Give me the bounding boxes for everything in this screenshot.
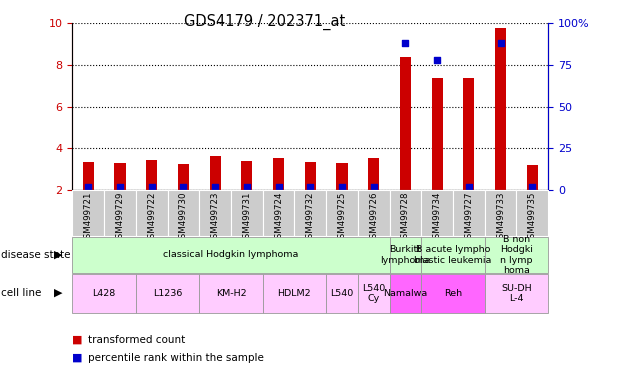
Text: B acute lympho
blastic leukemia: B acute lympho blastic leukemia (415, 245, 491, 265)
Bar (168, 190, 199, 236)
Text: L540
Cy: L540 Cy (362, 284, 386, 303)
Text: GSM499727: GSM499727 (464, 192, 473, 244)
Point (242, 184, 252, 190)
Text: GSM499735: GSM499735 (528, 192, 537, 244)
Bar (305, 162, 316, 190)
Bar (210, 156, 220, 190)
Text: L540: L540 (330, 289, 353, 298)
Text: GSM499722: GSM499722 (147, 192, 156, 244)
Bar (484, 274, 548, 313)
Text: KM-H2: KM-H2 (215, 289, 246, 298)
Text: cell line: cell line (1, 288, 42, 298)
Bar (389, 190, 421, 236)
Bar (421, 274, 484, 313)
Bar (104, 190, 136, 236)
Bar (453, 190, 484, 236)
Bar (358, 190, 389, 236)
Bar (432, 78, 443, 190)
Text: SU-DH
L-4: SU-DH L-4 (501, 284, 532, 303)
Bar (389, 274, 421, 313)
Point (527, 184, 537, 190)
Bar (326, 190, 358, 236)
Point (273, 184, 284, 190)
Point (464, 184, 474, 190)
Bar (326, 274, 358, 313)
Bar (231, 190, 263, 236)
Bar (83, 162, 94, 190)
Point (210, 184, 220, 190)
Text: transformed count: transformed count (88, 335, 185, 345)
Point (147, 184, 157, 190)
Bar (199, 274, 263, 313)
Text: L1236: L1236 (153, 289, 182, 298)
Text: ■: ■ (72, 353, 83, 363)
Point (495, 40, 505, 46)
Bar (517, 190, 548, 236)
Bar (495, 28, 506, 190)
Text: L428: L428 (93, 289, 116, 298)
Bar (136, 190, 168, 236)
Text: B non
Hodgki
n lymp
homa: B non Hodgki n lymp homa (500, 235, 533, 275)
Text: disease state: disease state (1, 250, 71, 260)
Bar (421, 237, 484, 273)
Point (369, 184, 379, 190)
Bar (72, 274, 136, 313)
Bar (463, 78, 474, 190)
Text: GSM499730: GSM499730 (179, 192, 188, 244)
Text: GSM499733: GSM499733 (496, 192, 505, 244)
Point (115, 184, 125, 190)
Point (83, 184, 93, 190)
Bar (263, 274, 326, 313)
Text: GSM499724: GSM499724 (274, 192, 283, 244)
Bar (72, 237, 389, 273)
Text: ▶: ▶ (54, 250, 63, 260)
Bar (263, 190, 294, 236)
Text: percentile rank within the sample: percentile rank within the sample (88, 353, 264, 363)
Text: GDS4179 / 202371_at: GDS4179 / 202371_at (184, 13, 345, 30)
Point (337, 184, 347, 190)
Bar (484, 237, 548, 273)
Text: GSM499729: GSM499729 (115, 192, 125, 244)
Bar (241, 161, 253, 190)
Text: ■: ■ (72, 335, 83, 345)
Text: classical Hodgkin lymphoma: classical Hodgkin lymphoma (163, 250, 299, 260)
Text: Reh: Reh (444, 289, 462, 298)
Bar (199, 190, 231, 236)
Bar (336, 163, 348, 190)
Point (178, 184, 188, 190)
Point (432, 57, 442, 63)
Text: GSM499734: GSM499734 (433, 192, 442, 244)
Text: HDLM2: HDLM2 (278, 289, 311, 298)
Bar (368, 158, 379, 190)
Bar (358, 274, 389, 313)
Text: GSM499726: GSM499726 (369, 192, 378, 244)
Point (401, 40, 411, 46)
Bar (294, 190, 326, 236)
Bar (389, 237, 421, 273)
Bar (421, 190, 453, 236)
Text: Namalwa: Namalwa (383, 289, 428, 298)
Text: GSM499732: GSM499732 (306, 192, 315, 244)
Bar (72, 190, 104, 236)
Bar (400, 58, 411, 190)
Text: GSM499728: GSM499728 (401, 192, 410, 244)
Bar (146, 160, 158, 190)
Bar (115, 163, 125, 190)
Text: GSM499725: GSM499725 (338, 192, 346, 244)
Bar (178, 164, 189, 190)
Bar (527, 165, 538, 190)
Text: Burkitt
lymphoma: Burkitt lymphoma (381, 245, 430, 265)
Bar (136, 274, 199, 313)
Text: GSM499721: GSM499721 (84, 192, 93, 244)
Text: GSM499723: GSM499723 (210, 192, 220, 244)
Text: ▶: ▶ (54, 288, 63, 298)
Text: GSM499731: GSM499731 (243, 192, 251, 244)
Point (305, 184, 315, 190)
Bar (484, 190, 517, 236)
Bar (273, 158, 284, 190)
